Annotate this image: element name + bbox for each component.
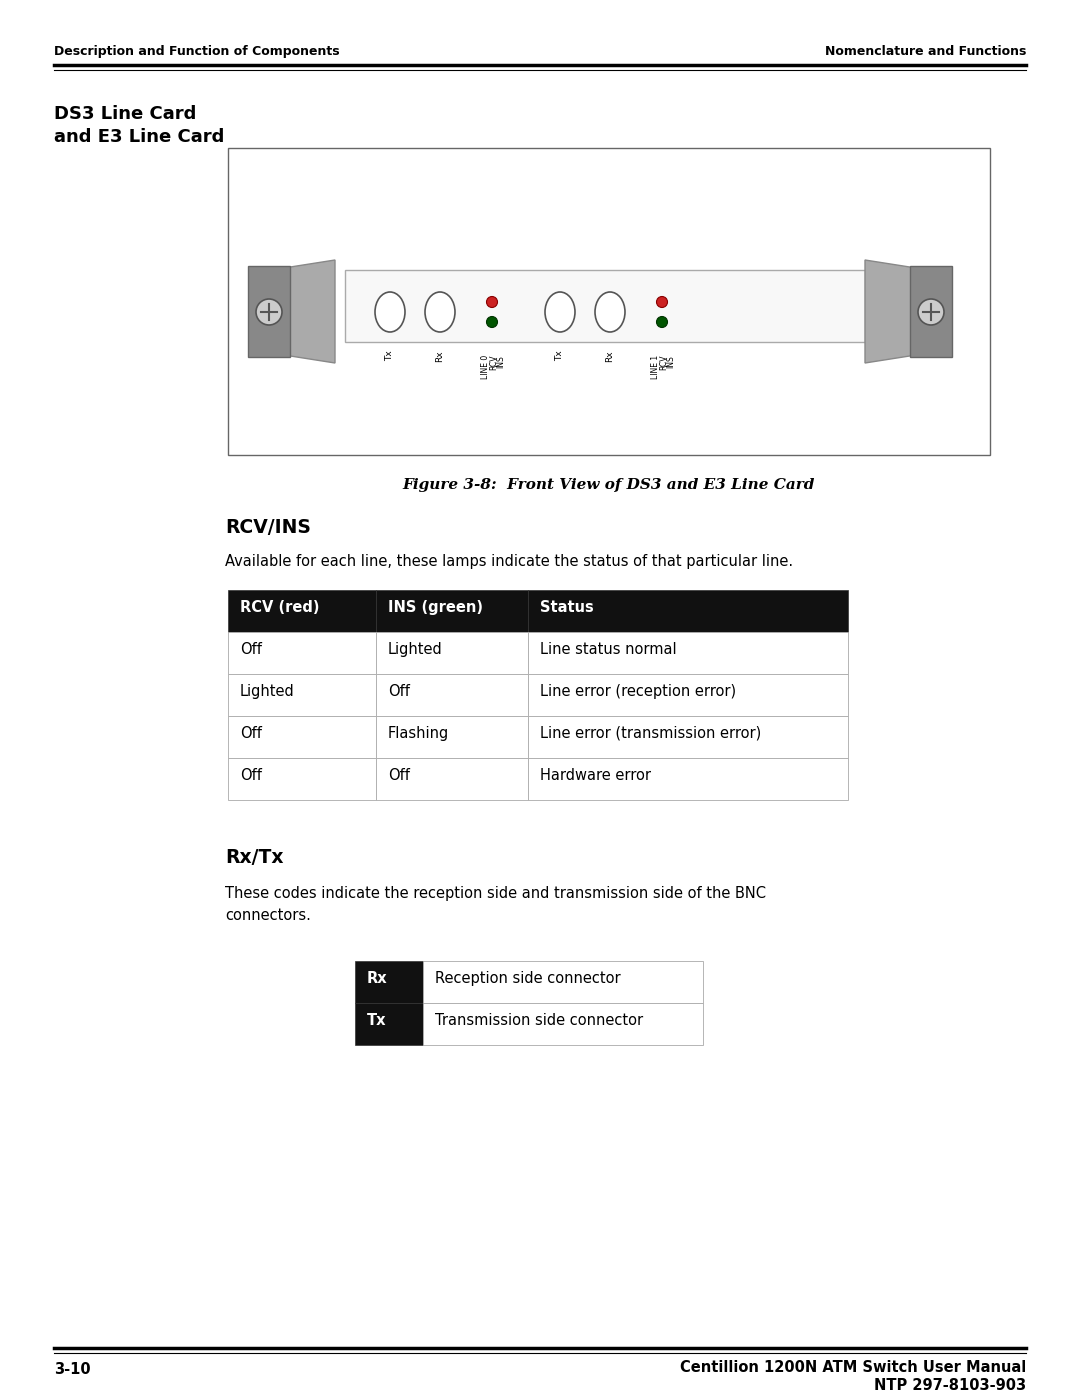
- Text: INS: INS: [666, 355, 675, 367]
- Ellipse shape: [375, 292, 405, 332]
- Text: RCV/INS: RCV/INS: [225, 518, 311, 536]
- Text: Tx: Tx: [386, 351, 394, 360]
- Bar: [423, 1003, 703, 1045]
- Text: Off: Off: [240, 726, 261, 740]
- Bar: [528, 590, 848, 631]
- Text: RCV (red): RCV (red): [240, 599, 320, 615]
- Bar: [528, 759, 848, 800]
- Text: and E3 Line Card: and E3 Line Card: [54, 129, 225, 147]
- Text: RCV: RCV: [660, 355, 669, 370]
- Text: Description and Function of Components: Description and Function of Components: [54, 45, 339, 59]
- Bar: [228, 631, 376, 673]
- Polygon shape: [284, 260, 335, 363]
- Bar: [376, 590, 528, 631]
- Text: Transmission side connector: Transmission side connector: [435, 1013, 643, 1028]
- Text: Off: Off: [388, 768, 410, 782]
- Text: LINE 1: LINE 1: [651, 355, 661, 379]
- Text: DS3 Line Card: DS3 Line Card: [54, 105, 197, 123]
- Text: Off: Off: [240, 643, 261, 657]
- Text: INS (green): INS (green): [388, 599, 483, 615]
- Text: Tx: Tx: [367, 1013, 387, 1028]
- Ellipse shape: [426, 292, 455, 332]
- Polygon shape: [865, 260, 916, 363]
- Text: Tx: Tx: [555, 351, 565, 360]
- Text: Off: Off: [240, 768, 261, 782]
- Bar: [228, 759, 376, 800]
- Circle shape: [486, 317, 498, 327]
- Bar: [248, 265, 291, 358]
- Bar: [228, 673, 376, 717]
- Bar: [355, 961, 423, 1003]
- Bar: [228, 148, 990, 455]
- Bar: [910, 265, 951, 358]
- Circle shape: [918, 299, 944, 326]
- Bar: [376, 631, 528, 673]
- Text: Rx: Rx: [606, 351, 615, 362]
- Text: Line status normal: Line status normal: [540, 643, 677, 657]
- Ellipse shape: [595, 292, 625, 332]
- Text: Status: Status: [540, 599, 594, 615]
- Text: connectors.: connectors.: [225, 908, 311, 923]
- Circle shape: [486, 296, 498, 307]
- Text: Figure 3-8:  Front View of DS3 and E3 Line Card: Figure 3-8: Front View of DS3 and E3 Lin…: [403, 478, 815, 492]
- Text: Line error (reception error): Line error (reception error): [540, 685, 737, 698]
- Text: Centillion 1200N ATM Switch User Manual: Centillion 1200N ATM Switch User Manual: [679, 1361, 1026, 1375]
- Text: LINE 0: LINE 0: [482, 355, 490, 379]
- Text: 3-10: 3-10: [54, 1362, 91, 1377]
- Bar: [376, 717, 528, 759]
- Text: Rx: Rx: [367, 971, 388, 986]
- Bar: [423, 961, 703, 1003]
- Circle shape: [256, 299, 282, 326]
- Text: RCV: RCV: [489, 355, 499, 370]
- Ellipse shape: [545, 292, 575, 332]
- Text: NTP 297-8103-903: NTP 297-8103-903: [874, 1377, 1026, 1393]
- Text: Nomenclature and Functions: Nomenclature and Functions: [825, 45, 1026, 59]
- Circle shape: [657, 317, 667, 327]
- Bar: [345, 270, 865, 342]
- Text: INS: INS: [497, 355, 505, 367]
- Text: Available for each line, these lamps indicate the status of that particular line: Available for each line, these lamps ind…: [225, 555, 793, 569]
- Bar: [528, 717, 848, 759]
- Text: These codes indicate the reception side and transmission side of the BNC: These codes indicate the reception side …: [225, 886, 766, 901]
- Bar: [228, 590, 376, 631]
- Bar: [376, 673, 528, 717]
- Text: Flashing: Flashing: [388, 726, 449, 740]
- Bar: [355, 1003, 423, 1045]
- Text: Reception side connector: Reception side connector: [435, 971, 621, 986]
- Text: Line error (transmission error): Line error (transmission error): [540, 726, 761, 740]
- Bar: [376, 759, 528, 800]
- Text: Lighted: Lighted: [240, 685, 295, 698]
- Text: Rx: Rx: [435, 351, 445, 362]
- Text: Lighted: Lighted: [388, 643, 443, 657]
- Text: Hardware error: Hardware error: [540, 768, 651, 782]
- Circle shape: [657, 296, 667, 307]
- Text: Rx/Tx: Rx/Tx: [225, 848, 283, 868]
- Bar: [228, 717, 376, 759]
- Bar: [528, 673, 848, 717]
- Bar: [528, 631, 848, 673]
- Text: Off: Off: [388, 685, 410, 698]
